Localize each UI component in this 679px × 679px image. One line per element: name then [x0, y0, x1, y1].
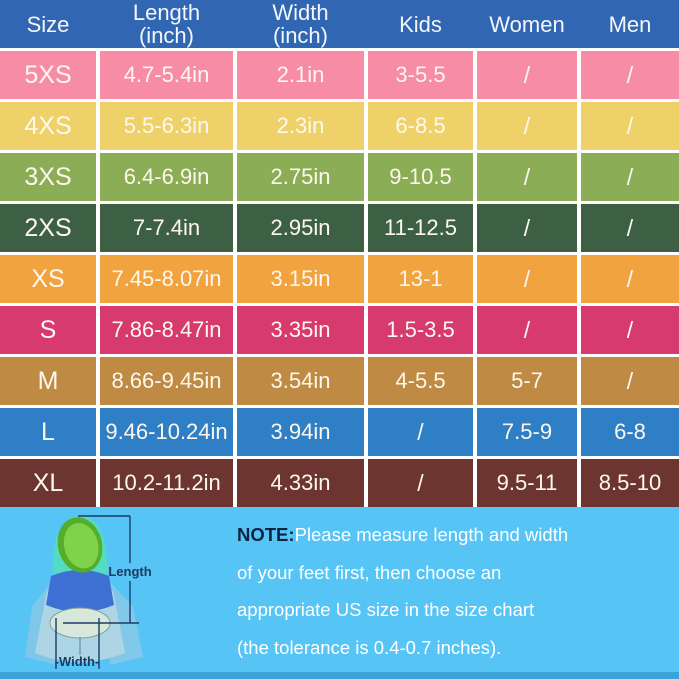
cell-women: /: [477, 102, 577, 150]
cell-women: /: [477, 204, 577, 252]
cell-size: 3XS: [0, 153, 96, 201]
cell-kids: 6-8.5: [368, 102, 473, 150]
column-header-men: Men: [581, 0, 679, 48]
cell-women: /: [477, 255, 577, 303]
table-row-s: S 7.86-8.47in 3.35in 1.5-3.5//: [0, 306, 679, 354]
column-header-women: Women: [477, 0, 577, 48]
column-header-label: Women: [489, 11, 565, 37]
table-body: 5XS 4.7-5.4in 2.1in 3-5.5//4XS 5.5-6.3in 2.3i…: [0, 51, 679, 507]
cell-length: 9.46-10.24in: [100, 408, 233, 456]
cell-length: 7-7.4in: [100, 204, 233, 252]
column-header-label: Men: [608, 11, 652, 37]
cell-men: /: [581, 102, 679, 150]
cell-length: 10.2-11.2in: [100, 459, 233, 507]
cell-width: 2.3in: [237, 102, 364, 150]
cell-men: 6-8: [581, 408, 679, 456]
cell-women: 7.5-9: [477, 408, 577, 456]
column-header-label: Kids: [399, 11, 442, 37]
cell-men: /: [581, 306, 679, 354]
cell-width: 2.95in: [237, 204, 364, 252]
fin-blue-band: [46, 570, 114, 612]
column-header-width: Width (inch): [237, 0, 364, 48]
cell-kids: 3-5.5: [368, 51, 473, 99]
cell-length: 7.86-8.47in: [100, 306, 233, 354]
table-row-4xs: 4XS 5.5-6.3in 2.3in 6-8.5//: [0, 102, 679, 150]
cell-women: 9.5-11: [477, 459, 577, 507]
table-row-m: M 8.66-9.45in 3.54in 4-5.5 5-7/: [0, 357, 679, 405]
note-line: (the tolerance is 0.4-0.7 inches).: [237, 636, 502, 658]
column-header-size: Size: [0, 0, 96, 48]
cell-kids: 9-10.5: [368, 153, 473, 201]
column-header-kids: Kids: [368, 0, 473, 48]
cell-width: 2.75in: [237, 153, 364, 201]
column-header-label: Width: [272, 0, 329, 25]
cell-women: /: [477, 153, 577, 201]
cell-men: /: [581, 153, 679, 201]
table-header-row: Size Length (inch) Width (inch) Kids Wom…: [0, 0, 679, 48]
table-row-3xs: 3XS 6.4-6.9in 2.75in 9-10.5//: [0, 153, 679, 201]
footer-panel: Length -Width- NOTE:Please measure lengt…: [0, 507, 679, 679]
cell-women: /: [477, 51, 577, 99]
fin-diagram-svg: Length -Width-: [25, 515, 152, 669]
cell-men: 8.5-10: [581, 459, 679, 507]
cell-length: 7.45-8.07in: [100, 255, 233, 303]
column-header-length: Length (inch): [100, 0, 233, 48]
length-label: Length: [108, 564, 151, 579]
cell-kids: /: [368, 459, 473, 507]
table-row-5xs: 5XS 4.7-5.4in 2.1in 3-5.5//: [0, 51, 679, 99]
cell-men: /: [581, 255, 679, 303]
note-text: NOTE:Please measure length and width of …: [237, 516, 647, 666]
cell-length: 4.7-5.4in: [100, 51, 233, 99]
table-row-l: L 9.46-10.24in 3.94in/7.5-9 6-8: [0, 408, 679, 456]
table-row-xl: XL 10.2-11.2in 4.33in/9.5-11 8.5-10: [0, 459, 679, 507]
cell-size: S: [0, 306, 96, 354]
note-line: appropriate US size in the size chart: [237, 599, 535, 620]
cell-kids: 13-1: [368, 255, 473, 303]
note-label: NOTE:: [237, 524, 295, 545]
cell-width: 3.54in: [237, 357, 364, 405]
cell-size: 5XS: [0, 51, 96, 99]
cell-kids: 11-12.5: [368, 204, 473, 252]
cell-width: 2.1in: [237, 51, 364, 99]
column-header-sublabel: (inch): [272, 23, 328, 48]
fin-illustration: Length -Width-: [15, 507, 225, 677]
cell-kids: 1.5-3.5: [368, 306, 473, 354]
column-header-label: Size: [26, 11, 70, 37]
cell-women: 5-7: [477, 357, 577, 405]
note-line-text: Please measure length and width: [294, 524, 569, 545]
cell-size: L: [0, 408, 96, 456]
cell-men: /: [581, 204, 679, 252]
table-row-xs: XS 7.45-8.07in 3.15in 13-1//: [0, 255, 679, 303]
fin-foot-opening: [57, 517, 103, 573]
cell-width: 3.35in: [237, 306, 364, 354]
cell-kids: 4-5.5: [368, 357, 473, 405]
fin-opening-inner: [63, 523, 99, 569]
cell-width: 3.94in: [237, 408, 364, 456]
cell-length: 5.5-6.3in: [100, 102, 233, 150]
table-row-2xs: 2XS 7-7.4in 2.95in 11-12.5//: [0, 204, 679, 252]
cell-width: 3.15in: [237, 255, 364, 303]
cell-width: 4.33in: [237, 459, 364, 507]
cell-women: /: [477, 306, 577, 354]
cell-kids: /: [368, 408, 473, 456]
cell-size: 2XS: [0, 204, 96, 252]
column-header-sublabel: (inch): [138, 23, 194, 48]
column-header-label: Length: [132, 0, 201, 25]
cell-men: /: [581, 357, 679, 405]
cell-size: XL: [0, 459, 96, 507]
footer-bottom-strip: [0, 672, 679, 679]
note-line: NOTE:Please measure length and width: [237, 516, 647, 554]
note-line: of your feet first, then choose an: [237, 561, 502, 583]
cell-length: 6.4-6.9in: [100, 153, 233, 201]
cell-size: 4XS: [0, 102, 96, 150]
cell-size: XS: [0, 255, 96, 303]
cell-length: 8.66-9.45in: [100, 357, 233, 405]
width-label: -Width-: [55, 654, 100, 669]
cell-men: /: [581, 51, 679, 99]
cell-size: M: [0, 357, 96, 405]
